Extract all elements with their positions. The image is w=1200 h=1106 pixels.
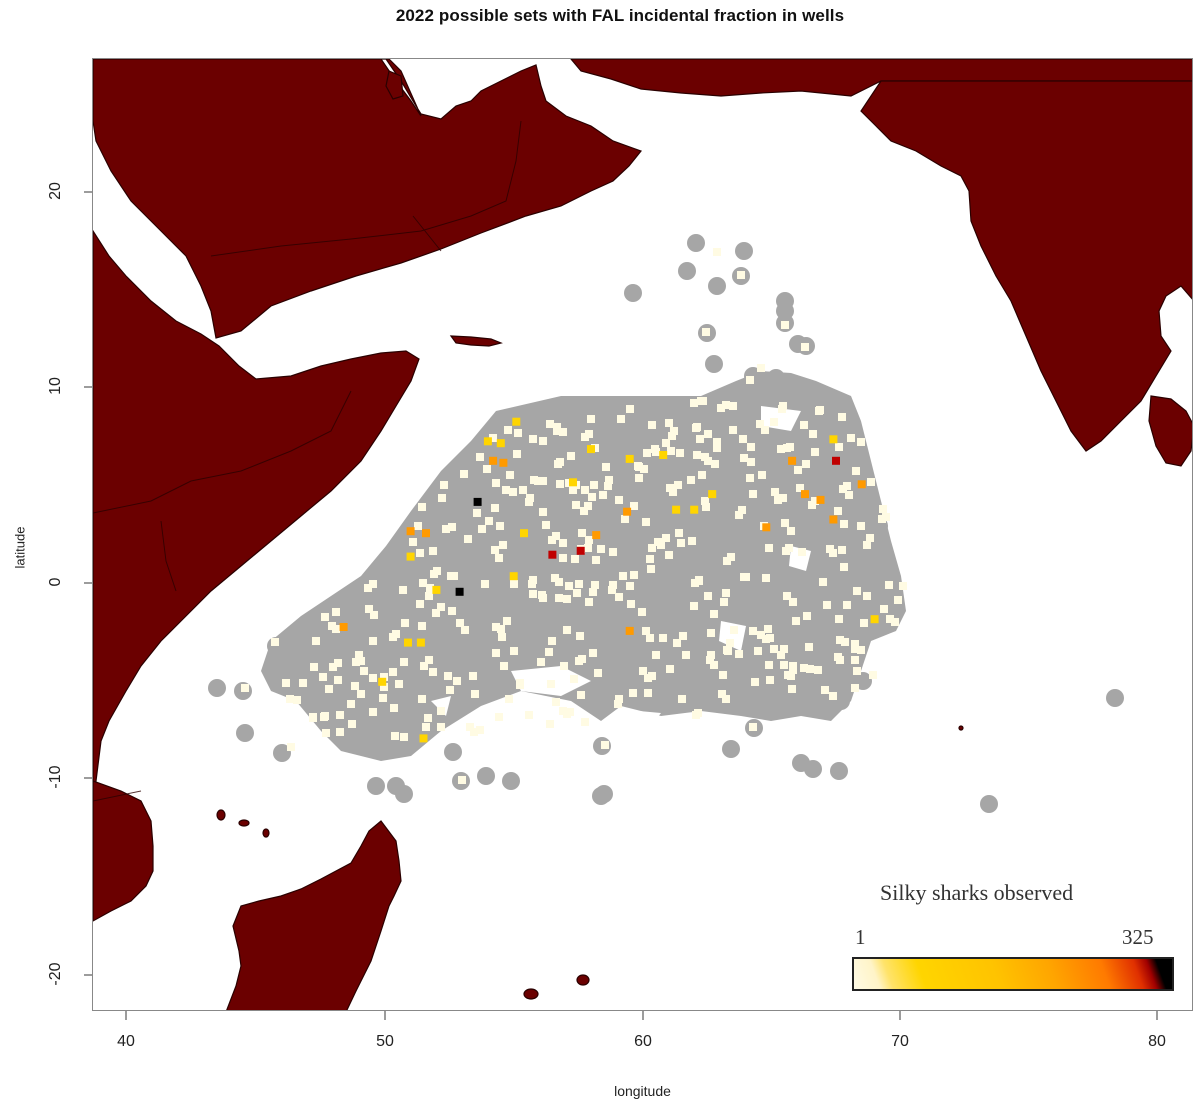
data-point xyxy=(672,505,681,514)
observed-sets-cluster xyxy=(282,397,907,741)
india xyxy=(860,80,1192,452)
data-point xyxy=(623,507,632,516)
data-point xyxy=(509,572,518,581)
data-point xyxy=(473,497,482,506)
x-tick-80: 80 xyxy=(1148,1033,1166,1050)
data-point xyxy=(512,417,521,426)
data-point xyxy=(422,529,430,538)
x-tick-70: 70 xyxy=(891,1033,909,1050)
data-point xyxy=(455,587,464,596)
data-point xyxy=(406,552,415,561)
landmass-layer xyxy=(93,59,1192,1010)
legend-colorbar xyxy=(852,957,1174,991)
data-point xyxy=(499,458,508,467)
data-point xyxy=(576,546,585,555)
map-canvas xyxy=(93,59,1192,1010)
data-point xyxy=(762,523,771,532)
data-point xyxy=(832,456,840,465)
map-plot-area xyxy=(92,58,1193,1011)
data-point xyxy=(816,495,825,504)
east-africa xyxy=(93,229,420,802)
data-point xyxy=(587,445,595,454)
data-point xyxy=(404,638,412,647)
data-point xyxy=(829,515,838,524)
data-point xyxy=(659,451,668,459)
x-tick-60: 60 xyxy=(634,1033,652,1050)
data-point xyxy=(378,677,387,686)
data-point xyxy=(496,439,505,448)
x-tick-40: 40 xyxy=(117,1033,135,1050)
x-tick-50: 50 xyxy=(376,1033,394,1050)
data-point xyxy=(625,454,634,463)
data-point xyxy=(788,456,797,465)
data-point xyxy=(801,490,809,499)
data-point xyxy=(406,527,415,536)
data-point xyxy=(419,734,428,743)
observed-sets-high xyxy=(339,417,879,743)
legend-max-label: 325 xyxy=(1122,925,1154,949)
data-point xyxy=(625,626,634,635)
x-axis-label: longitude xyxy=(614,1083,671,1099)
data-point xyxy=(592,531,601,540)
legend-title: Silky sharks observed xyxy=(880,880,1074,905)
observed-sets-low xyxy=(241,248,809,784)
country-borders xyxy=(93,120,522,802)
sri-lanka xyxy=(1148,395,1192,467)
socotra-island xyxy=(449,335,503,347)
data-point xyxy=(857,480,866,489)
data-point xyxy=(690,505,699,514)
data-point xyxy=(416,638,425,647)
data-point xyxy=(432,585,441,594)
mozambique-coast xyxy=(93,780,154,922)
data-point xyxy=(569,478,577,487)
data-point xyxy=(548,550,557,559)
arabian-peninsula xyxy=(93,59,642,339)
data-point xyxy=(489,456,498,465)
legend-min-label: 1 xyxy=(855,925,866,949)
possible-sets-layer xyxy=(208,234,1124,813)
iran-pakistan-coast xyxy=(570,59,1192,97)
chart-title: 2022 possible sets with FAL incidental f… xyxy=(395,6,845,25)
data-point xyxy=(520,529,528,538)
data-point xyxy=(708,490,717,499)
data-point xyxy=(339,623,348,631)
data-point xyxy=(483,437,492,446)
data-point xyxy=(829,435,838,444)
madagascar xyxy=(226,820,402,1010)
data-point xyxy=(870,615,879,624)
